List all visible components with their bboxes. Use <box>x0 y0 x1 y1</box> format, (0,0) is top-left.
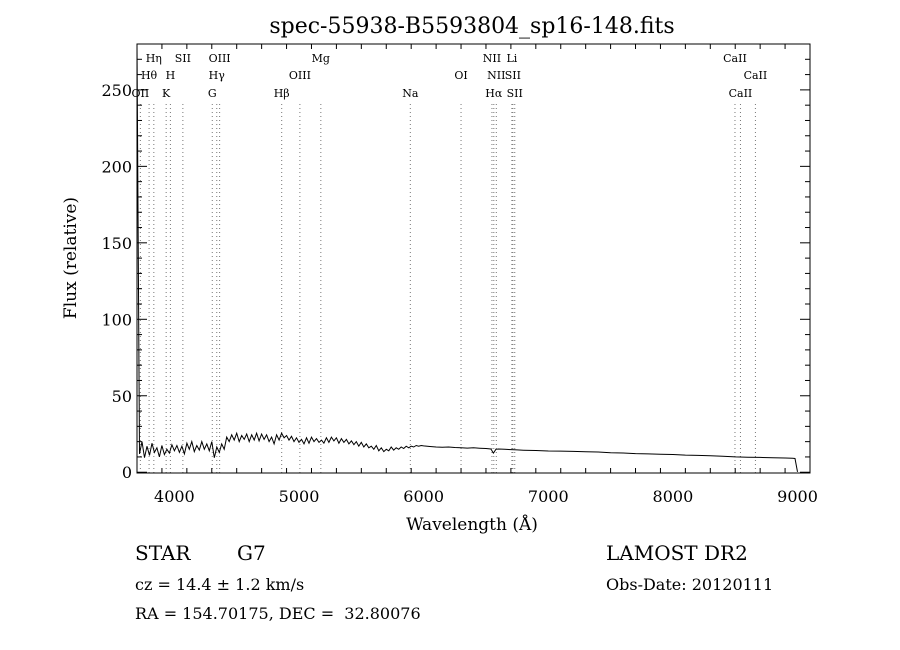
marker-label-22: CaII <box>729 87 753 100</box>
marker-label-20: Hα <box>485 87 503 100</box>
x-axis: 4000 5000 6000 7000 8000 9000 <box>136 44 818 506</box>
marker-label-14: CaII <box>744 69 768 82</box>
marker-label-1: SII <box>175 52 191 65</box>
marker-label-9: Hγ <box>209 69 226 82</box>
chart-title: spec-55938-B5593804_sp16-148.fits <box>269 14 674 39</box>
marker-label-21: SII <box>507 87 523 100</box>
y-tick-label-4: 200 <box>101 157 132 176</box>
coordinates: RA = 154.70175, DEC = 32.80076 <box>135 604 421 623</box>
object-subclass: G7 <box>237 541 266 565</box>
x-axis-label: Wavelength (Å) <box>406 514 538 535</box>
x-tick-label-4: 8000 <box>653 487 694 506</box>
marker-label-19: Na <box>402 87 419 100</box>
observation-date: Obs-Date: 20120111 <box>606 575 774 594</box>
redshift-cz: cz = 14.4 ± 1.2 km/s <box>135 575 305 594</box>
x-tick-label-0: 4000 <box>154 487 195 506</box>
marker-label-10: OIII <box>289 69 311 82</box>
marker-label-5: Li <box>506 52 517 65</box>
marker-label-11: OI <box>454 69 467 82</box>
plot-frame <box>136 43 811 474</box>
marker-label-13: SII <box>505 69 521 82</box>
marker-label-4: NII <box>483 52 501 65</box>
y-axis-label: Flux (relative) <box>61 197 81 319</box>
x-tick-label-5: 9000 <box>777 487 818 506</box>
object-class: STAR <box>135 541 191 565</box>
marker-label-15: OII <box>132 87 150 100</box>
y-tick-label-5: 250 <box>101 81 132 100</box>
spectrum-line <box>136 43 798 472</box>
y-tick-label-1: 50 <box>112 387 132 406</box>
marker-label-12: NII <box>487 69 505 82</box>
marker-label-18: Hβ <box>274 87 290 100</box>
x-tick-label-1: 5000 <box>279 487 320 506</box>
marker-label-8: H <box>166 69 176 82</box>
marker-label-3: Mg <box>312 52 330 65</box>
marker-label-0: Hη <box>146 52 162 65</box>
spectrum-series <box>136 43 798 472</box>
y-tick-label-2: 100 <box>101 310 132 329</box>
marker-label-6: CaII <box>723 52 747 65</box>
y-tick-label-0: 0 <box>122 463 132 482</box>
marker-label-17: G <box>208 87 217 100</box>
y-tick-label-3: 150 <box>101 234 132 253</box>
x-tick-label-2: 6000 <box>403 487 444 506</box>
marker-label-2: OIII <box>209 52 231 65</box>
y-axis: 0 50 100 150 200 250 <box>101 58 810 482</box>
marker-label-16: K <box>162 87 171 100</box>
survey-name: LAMOST DR2 <box>606 541 748 565</box>
marker-label-7: Hθ <box>141 69 158 82</box>
x-tick-label-3: 7000 <box>528 487 569 506</box>
